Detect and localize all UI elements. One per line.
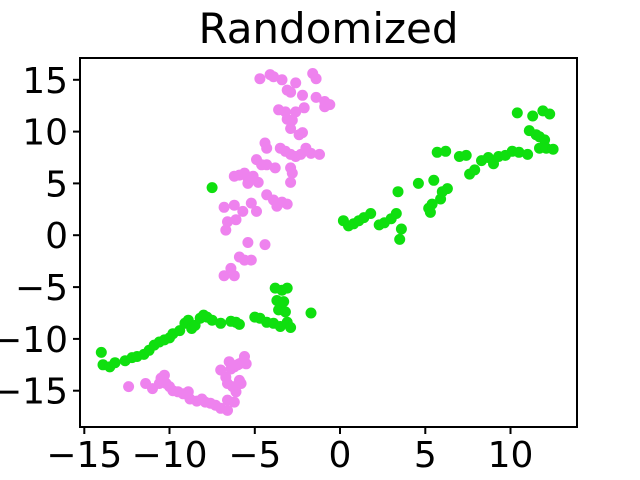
data-point-class-violet <box>290 106 302 118</box>
data-point-class-green <box>215 317 227 329</box>
data-point-class-violet <box>286 114 298 126</box>
data-point-class-green <box>412 177 424 189</box>
data-point-class-green <box>281 282 293 294</box>
x-tick-label: 0 <box>329 435 352 476</box>
data-point-class-green <box>511 107 523 119</box>
data-point-class-violet <box>305 147 317 159</box>
data-point-class-violet <box>237 205 249 217</box>
data-point-class-green <box>279 306 291 318</box>
data-point-class-violet <box>285 176 297 188</box>
x-tick-label: −5 <box>228 435 281 476</box>
data-point-class-green <box>522 148 534 160</box>
y-tick-label: −10 <box>0 320 68 361</box>
data-point-class-violet <box>310 73 322 85</box>
data-point-class-violet <box>290 77 302 89</box>
x-tick-label: 5 <box>414 435 437 476</box>
data-point-class-violet <box>298 102 310 114</box>
data-point-class-green <box>305 307 317 319</box>
data-point-class-violet <box>271 200 283 212</box>
data-point-class-violet <box>158 369 170 381</box>
data-point-class-violet <box>281 198 293 210</box>
data-point-class-violet <box>261 142 273 154</box>
data-point-class-green <box>547 143 559 155</box>
data-point-class-violet <box>228 270 240 282</box>
data-point-class-green <box>431 146 443 158</box>
y-tick-label: 10 <box>22 113 68 154</box>
data-point-class-green <box>441 183 453 195</box>
data-point-class-green <box>469 164 481 176</box>
data-point-class-violet <box>261 159 273 171</box>
x-tick-label: −15 <box>46 435 122 476</box>
data-point-class-green <box>365 208 377 219</box>
data-point-class-violet <box>218 201 230 213</box>
data-point-class-green <box>539 134 551 146</box>
data-point-class-violet <box>276 74 288 86</box>
data-point-class-violet <box>251 205 262 217</box>
data-point-class-violet <box>268 71 279 83</box>
data-point-class-violet <box>259 239 271 251</box>
data-point-class-violet <box>285 86 297 98</box>
data-point-class-violet <box>245 254 257 266</box>
data-point-class-green <box>285 322 297 333</box>
data-point-class-violet <box>220 224 232 236</box>
data-point-class-violet <box>297 127 308 139</box>
data-point-class-violet <box>286 167 298 179</box>
data-point-class-violet <box>239 351 250 362</box>
data-point-class-violet <box>222 404 233 416</box>
data-point-class-green <box>95 346 107 358</box>
data-point-class-violet <box>285 123 297 134</box>
data-point-class-violet <box>218 270 230 282</box>
y-tick-label: 0 <box>45 216 68 257</box>
y-tick-label: −15 <box>0 372 68 413</box>
data-point-class-green <box>109 357 121 369</box>
x-tick-label: 10 <box>488 435 534 476</box>
data-point-class-green <box>394 233 406 245</box>
y-tick-label: 5 <box>45 164 68 205</box>
data-point-class-green <box>233 318 245 330</box>
data-point-class-green <box>392 186 404 198</box>
y-tick-label: 15 <box>22 61 68 102</box>
data-point-class-violet <box>324 99 336 111</box>
data-point-class-green <box>460 149 472 161</box>
data-point-class-violet <box>228 199 240 211</box>
data-point-class-violet <box>252 176 264 188</box>
data-point-class-green <box>440 145 452 157</box>
data-point-class-green <box>428 174 440 186</box>
data-point-class-green <box>527 110 539 122</box>
data-point-class-green <box>426 198 438 210</box>
data-point-class-green <box>544 108 556 120</box>
data-point-class-violet <box>310 91 322 103</box>
data-point-class-violet <box>242 177 254 189</box>
x-tick-label: −10 <box>132 435 208 476</box>
data-point-class-green <box>206 314 218 326</box>
data-point-class-violet <box>230 386 242 398</box>
data-point-class-violet <box>269 162 281 174</box>
data-point-class-green <box>278 296 290 308</box>
data-point-class-green <box>390 208 402 219</box>
data-point-class-green <box>395 223 407 235</box>
data-point-class-green <box>269 282 281 294</box>
data-point-class-violet <box>245 197 257 209</box>
data-point-class-green <box>424 206 436 218</box>
data-point-class-green <box>513 146 525 158</box>
data-point-class-violet <box>222 394 233 406</box>
data-point-class-violet <box>314 148 325 160</box>
data-point-class-violet <box>123 381 135 393</box>
chart-title: Randomized <box>198 4 459 53</box>
data-point-class-violet <box>230 214 242 226</box>
data-point-class-violet <box>297 89 308 101</box>
data-point-class-violet <box>254 73 266 85</box>
y-tick-label: −5 <box>15 268 68 309</box>
data-point-class-violet <box>222 216 233 228</box>
axes-box <box>79 57 578 428</box>
data-point-class-green <box>206 182 218 194</box>
data-point-class-violet <box>235 378 247 389</box>
data-point-class-violet <box>242 237 254 248</box>
